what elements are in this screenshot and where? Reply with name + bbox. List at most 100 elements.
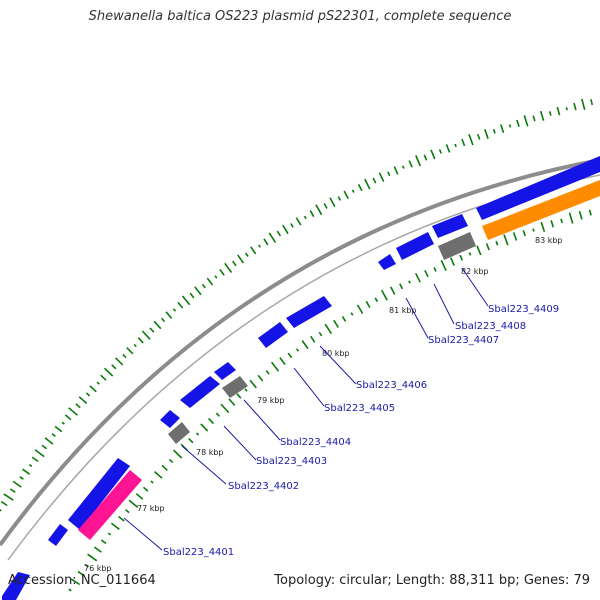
gc-skew-mark xyxy=(523,115,529,127)
gc-skew-mark xyxy=(154,471,163,479)
gene-label[interactable]: Sbal223_4406 xyxy=(356,380,427,391)
gc-skew-mark xyxy=(249,379,257,389)
gene-labels: Sbal223_4401 Sbal223_4402 Sbal223_4403 S… xyxy=(163,304,559,558)
map-title: Shewanella baltica OS223 plasmid pS22301… xyxy=(88,9,512,24)
gc-skew-inner-track xyxy=(68,209,592,592)
gc-skew-mark xyxy=(263,238,269,246)
gc-skew-mark xyxy=(516,119,520,128)
gc-skew-mark xyxy=(111,364,117,370)
gc-skew-mark xyxy=(165,311,173,319)
gc-skew-mark xyxy=(3,493,14,501)
gc-skew-mark xyxy=(503,234,509,246)
gc-skew-mark xyxy=(141,330,151,340)
gene-arrow[interactable] xyxy=(476,156,600,220)
gene-arrow[interactable] xyxy=(160,410,180,428)
gene-label[interactable]: Sbal223_4409 xyxy=(488,304,559,315)
gc-skew-mark xyxy=(128,499,139,509)
gc-skew-mark xyxy=(423,154,428,161)
gene-arrow[interactable] xyxy=(48,524,68,546)
gc-skew-mark xyxy=(365,300,371,308)
gc-skew-mark xyxy=(142,486,149,492)
gc-skew-mark xyxy=(565,107,568,111)
gc-skew-mark xyxy=(310,335,316,343)
gc-skew-mark xyxy=(34,449,45,458)
gc-skew-mark xyxy=(219,269,225,276)
accession-label: Accession: NC_011664 xyxy=(8,573,156,588)
gene-arrow[interactable] xyxy=(214,362,236,380)
gc-skew-mark xyxy=(12,480,22,488)
gc-skew-mark xyxy=(492,128,496,134)
gene-arrow[interactable] xyxy=(180,376,220,408)
topology-summary: Topology: circular; Length: 88,311 bp; G… xyxy=(274,573,590,588)
gene-label[interactable]: Sbal223_4401 xyxy=(163,547,234,558)
gc-skew-mark xyxy=(75,403,81,409)
gc-skew-mark xyxy=(424,269,429,278)
gc-skew-mark xyxy=(168,458,174,463)
gene-arrow[interactable] xyxy=(2,572,30,600)
gene-arrow[interactable] xyxy=(378,254,396,270)
gc-skew-mark xyxy=(160,317,166,323)
gc-skew-mark xyxy=(295,348,300,352)
scale-label: 77 kbp xyxy=(137,504,165,513)
gc-skew-outer-track xyxy=(0,98,594,512)
pseudogene-box[interactable] xyxy=(78,470,142,540)
gc-skew-mark xyxy=(220,403,230,414)
gc-skew-mark xyxy=(532,115,536,122)
gene-arrow[interactable] xyxy=(396,232,434,260)
gene-label[interactable]: Sbal223_4408 xyxy=(455,321,526,332)
gc-skew-mark xyxy=(19,476,24,480)
gc-skew-mark xyxy=(378,172,385,183)
gene-arrow[interactable] xyxy=(286,296,332,328)
gc-skew-mark xyxy=(161,464,168,471)
gc-skew-mark xyxy=(550,220,555,228)
gene-arrow[interactable] xyxy=(258,322,288,348)
gc-skew-mark xyxy=(28,463,33,467)
pseudogene-box[interactable] xyxy=(168,422,190,444)
gc-skew-mark xyxy=(189,292,195,299)
gc-skew-mark xyxy=(200,423,209,432)
gc-skew-mark xyxy=(393,166,399,175)
gc-skew-mark xyxy=(372,177,377,184)
gc-skew-mark xyxy=(153,320,162,330)
gene-label[interactable]: Sbal223_4407 xyxy=(428,335,499,346)
gc-skew-mark xyxy=(459,254,464,261)
pseudogene-box[interactable] xyxy=(438,232,476,260)
gc-skew-mark xyxy=(333,319,340,328)
gc-skew-mark xyxy=(31,456,39,463)
pseudogene-box[interactable] xyxy=(482,180,600,240)
gc-skew-mark xyxy=(485,243,490,251)
gc-skew-mark xyxy=(89,385,97,393)
gc-skew-mark xyxy=(389,286,396,295)
pseudogene-box[interactable] xyxy=(222,376,248,398)
gc-skew-mark xyxy=(433,267,437,272)
gc-skew-mark xyxy=(135,493,144,500)
gc-skew-mark xyxy=(208,417,215,425)
gene-label[interactable]: Sbal223_4404 xyxy=(280,437,351,448)
gene-label[interactable]: Sbal223_4405 xyxy=(324,403,395,414)
gc-skew-mark xyxy=(468,252,472,256)
gc-skew-mark xyxy=(351,189,355,193)
gc-skew-mark xyxy=(500,124,505,133)
gc-skew-mark xyxy=(301,340,309,350)
gc-skew-mark xyxy=(282,224,289,235)
gc-skew-mark xyxy=(126,347,134,355)
gc-skew-mark xyxy=(78,396,88,405)
gc-skew-mark xyxy=(438,149,443,154)
gene-arrow[interactable] xyxy=(68,458,130,530)
gene-track xyxy=(2,156,600,600)
gc-skew-mark xyxy=(137,337,144,344)
gc-skew-mark xyxy=(350,312,354,316)
gc-skew-mark xyxy=(430,149,436,160)
gc-skew-mark xyxy=(343,190,349,199)
gc-skew-mark xyxy=(51,433,56,438)
gc-skew-mark xyxy=(318,331,323,337)
gc-skew-mark xyxy=(87,553,98,562)
gc-skew-mark xyxy=(232,260,237,267)
gc-skew-mark xyxy=(590,99,594,106)
gene-label[interactable]: Sbal223_4403 xyxy=(256,456,327,467)
gc-skew-mark xyxy=(539,110,545,121)
gc-skew-mark xyxy=(100,374,107,381)
gene-arrow[interactable] xyxy=(432,214,468,238)
gc-skew-mark xyxy=(295,217,302,226)
gene-label[interactable]: Sbal223_4402 xyxy=(228,481,299,492)
